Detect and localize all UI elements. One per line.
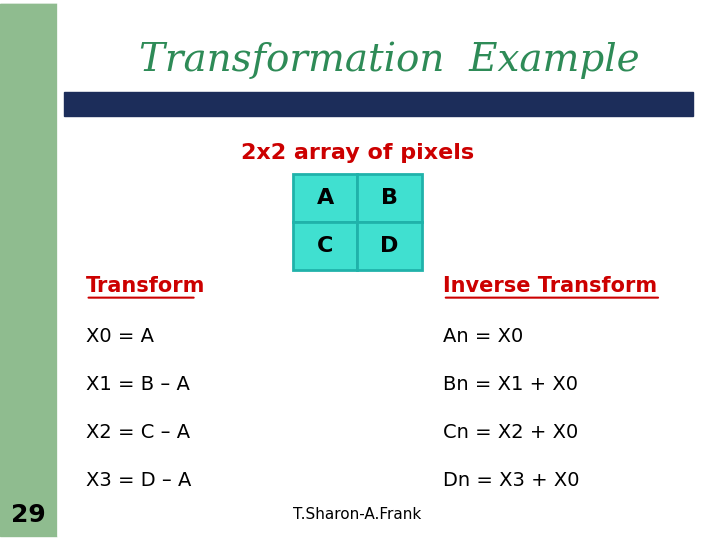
Bar (293, 222, 357, 270)
Bar (357, 174, 421, 222)
Text: Transformation  Example: Transformation Example (139, 41, 639, 79)
Bar (0, 4, 271, 100)
Text: T.Sharon-A.Frank: T.Sharon-A.Frank (293, 507, 421, 522)
Text: 2x2 array of pixels: 2x2 array of pixels (240, 143, 474, 163)
Text: Inverse Transform: Inverse Transform (443, 276, 657, 296)
Text: Cn = X2 + X0: Cn = X2 + X0 (443, 423, 578, 442)
Bar (64, 92, 693, 116)
Text: A: A (316, 188, 333, 208)
Bar (0, 4, 64, 536)
Text: Bn = X1 + X0: Bn = X1 + X0 (443, 375, 578, 394)
Text: X0 = A: X0 = A (86, 327, 154, 346)
Text: X1 = B – A: X1 = B – A (86, 375, 189, 394)
Text: An = X0: An = X0 (443, 327, 523, 346)
Bar (293, 174, 357, 222)
FancyBboxPatch shape (57, 0, 720, 540)
Text: X3 = D – A: X3 = D – A (86, 470, 191, 490)
Text: X2 = C – A: X2 = C – A (86, 423, 190, 442)
Text: C: C (317, 236, 333, 256)
Bar (357, 222, 421, 270)
Text: Transform: Transform (86, 276, 205, 296)
Text: B: B (381, 188, 398, 208)
Text: D: D (380, 236, 399, 256)
Text: 29: 29 (12, 503, 46, 526)
Text: Dn = X3 + X0: Dn = X3 + X0 (443, 470, 580, 490)
